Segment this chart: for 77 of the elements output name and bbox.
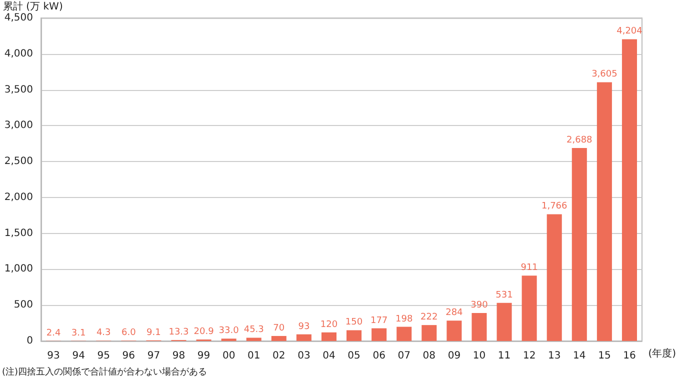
data-label: 2,688 bbox=[566, 136, 593, 146]
y-tick-label: 500 bbox=[14, 300, 33, 311]
x-axis-title: (年度) bbox=[648, 348, 676, 360]
x-tick-label: 01 bbox=[247, 350, 260, 362]
x-tick-label: 96 bbox=[122, 350, 136, 362]
bar bbox=[546, 214, 562, 341]
bar bbox=[472, 313, 487, 341]
x-tick-label: 15 bbox=[598, 350, 611, 362]
x-tick-label: 16 bbox=[623, 350, 636, 362]
data-label: 284 bbox=[446, 308, 464, 318]
bar bbox=[522, 276, 537, 341]
data-label: 45.3 bbox=[244, 325, 264, 336]
bar bbox=[271, 336, 286, 341]
data-label: 4.3 bbox=[96, 328, 111, 338]
data-label: 911 bbox=[520, 263, 538, 274]
data-label: 4,204 bbox=[616, 26, 643, 37]
data-label: 3,605 bbox=[592, 70, 618, 80]
bar bbox=[321, 332, 336, 341]
data-label: 20.9 bbox=[194, 327, 214, 337]
x-tick-label: 02 bbox=[272, 350, 286, 362]
data-label: 198 bbox=[396, 314, 413, 324]
x-tick-label: 05 bbox=[348, 350, 360, 362]
x-tick-label: 04 bbox=[322, 350, 336, 362]
y-tick-label: 3,000 bbox=[4, 120, 33, 132]
bar bbox=[422, 325, 437, 341]
data-label: 1,766 bbox=[541, 202, 568, 212]
data-label: 177 bbox=[370, 316, 388, 326]
x-tick-label: 14 bbox=[573, 350, 586, 362]
data-label: 531 bbox=[496, 290, 513, 300]
x-tick-label: 00 bbox=[222, 350, 236, 362]
data-label: 3.1 bbox=[71, 328, 86, 338]
bar bbox=[372, 328, 387, 341]
y-tick-label: 2,500 bbox=[4, 156, 33, 168]
data-label: 2.4 bbox=[46, 328, 61, 338]
data-label: 390 bbox=[470, 300, 488, 311]
bar bbox=[446, 320, 462, 341]
y-tick-label: 0 bbox=[26, 336, 33, 346]
x-tick-label: 99 bbox=[197, 350, 210, 362]
data-label: 150 bbox=[345, 318, 363, 328]
data-label: 9.1 bbox=[146, 328, 161, 338]
x-tick-label: 12 bbox=[522, 350, 536, 362]
bar bbox=[572, 148, 587, 341]
data-label: 6.0 bbox=[121, 328, 136, 338]
data-label: 70 bbox=[273, 323, 285, 334]
x-tick-label: 08 bbox=[422, 350, 436, 362]
x-tick-label: 06 bbox=[372, 350, 386, 362]
x-tick-label: 94 bbox=[72, 350, 85, 362]
data-label: 222 bbox=[420, 312, 438, 323]
y-tick-label: 1,500 bbox=[4, 228, 33, 239]
y-tick-label: 3,500 bbox=[4, 84, 33, 96]
bar bbox=[246, 338, 262, 341]
bar bbox=[296, 334, 312, 341]
bar bbox=[396, 326, 412, 341]
x-tick-label: 10 bbox=[472, 350, 486, 362]
bar bbox=[496, 302, 512, 341]
bar bbox=[622, 39, 637, 341]
y-tick-label: 4,000 bbox=[4, 48, 33, 60]
y-tick-label: 2,000 bbox=[4, 192, 33, 203]
x-tick-label: 98 bbox=[172, 350, 186, 362]
x-tick-label: 13 bbox=[548, 350, 561, 362]
x-tick-label: 11 bbox=[498, 350, 511, 362]
y-tick-label: 4,500 bbox=[4, 12, 33, 24]
x-tick-label: 07 bbox=[398, 350, 410, 362]
y-tick-label: 1,000 bbox=[4, 264, 33, 275]
x-tick-label: 09 bbox=[448, 350, 461, 362]
data-label: 13.3 bbox=[168, 328, 189, 338]
x-tick-label: 93 bbox=[47, 350, 60, 362]
bar bbox=[346, 330, 362, 341]
bar bbox=[596, 82, 612, 341]
data-label: 93 bbox=[298, 322, 310, 332]
x-tick-label: 03 bbox=[298, 350, 310, 362]
data-label: 33.0 bbox=[218, 326, 240, 336]
y-axis-title: 累計 (万 kW) bbox=[3, 0, 63, 12]
text: (注)四捨五入の関係で合計値が合わない場合がある bbox=[2, 366, 208, 378]
x-tick-label: 95 bbox=[97, 350, 110, 362]
x-tick-label: 97 bbox=[147, 350, 160, 362]
data-label: 120 bbox=[320, 320, 338, 330]
